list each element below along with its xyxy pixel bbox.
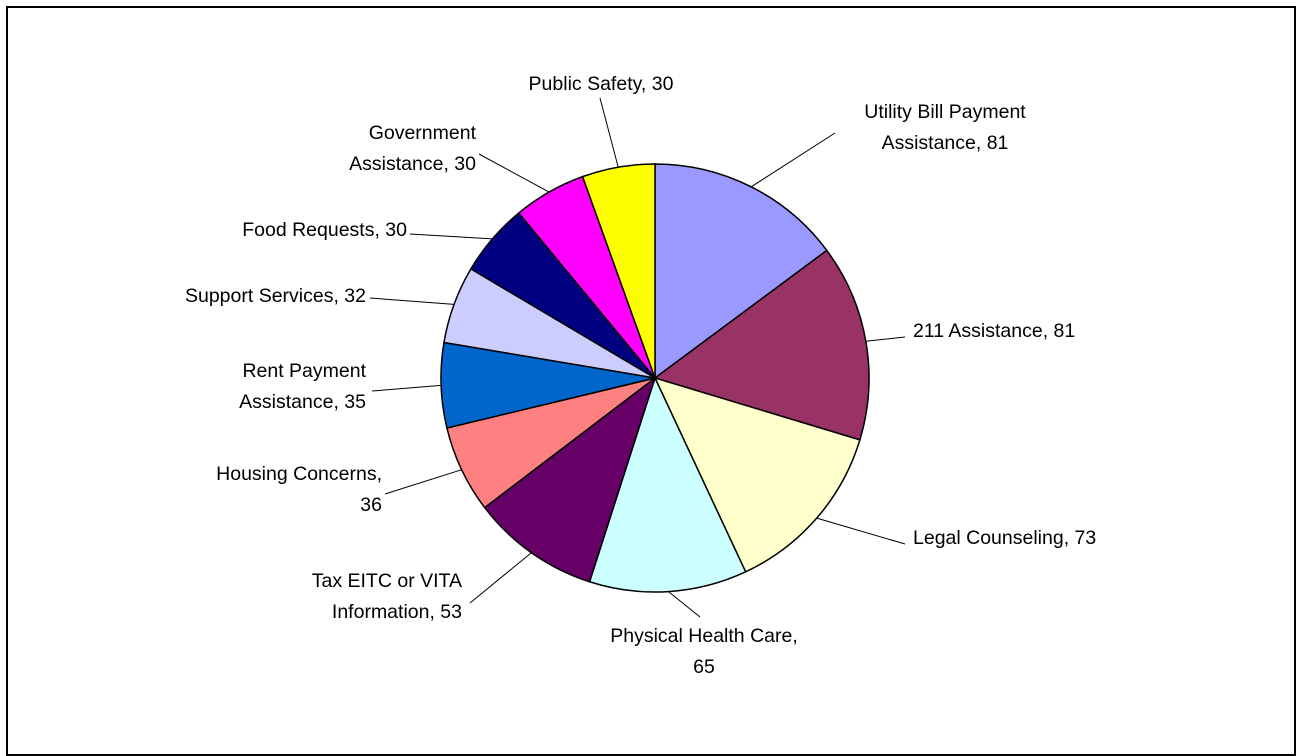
- leader-line-4: [668, 591, 701, 618]
- slice-label-line: Assistance, 30: [349, 153, 476, 175]
- leader-line-8: [369, 297, 455, 305]
- slice-label-5: Tax EITC or VITA Information, 53: [312, 570, 462, 623]
- slice-label-line: Physical Health Care,: [610, 625, 798, 647]
- slice-label-line: 65: [693, 656, 715, 678]
- slice-label-line: Information, 53: [332, 601, 462, 623]
- leader-line-3: [816, 517, 906, 545]
- pie-slices: [440, 163, 870, 593]
- slice-label-line: Utility Bill Payment: [864, 101, 1026, 123]
- leader-line-6: [384, 469, 462, 495]
- leader-line-2: [865, 336, 906, 342]
- leader-line-10: [478, 153, 550, 193]
- slice-label-line: Legal Counseling, 73: [913, 527, 1096, 549]
- slice-label-line: Government: [369, 122, 477, 144]
- slice-label-4: Physical Health Care, 65: [610, 625, 798, 678]
- slice-label-7: Rent Payment Assistance, 35: [239, 360, 366, 413]
- slice-labels: Utility Bill Payment Assistance, 81 211 As…: [185, 73, 1096, 678]
- leader-line-1: [750, 132, 836, 188]
- slice-label-line: Rent Payment: [242, 360, 366, 382]
- slice-label-10: Government Assistance, 30: [349, 122, 476, 175]
- leader-lines: [369, 97, 906, 618]
- pie-slice-5: [483, 375, 657, 583]
- pie-slice-3: [653, 376, 861, 573]
- slice-label-1: Utility Bill Payment Assistance, 81: [864, 101, 1026, 154]
- slice-label-line: Assistance, 81: [882, 132, 1009, 154]
- slice-label-11: Public Safety, 30: [529, 73, 674, 95]
- slice-label-line: Tax EITC or VITA: [312, 570, 462, 592]
- pie-slice-11: [581, 163, 656, 379]
- pie-slice-1: [654, 163, 828, 380]
- slice-label-line: Food Requests, 30: [242, 219, 407, 241]
- slice-label-line: 36: [360, 494, 382, 516]
- slice-label-line: Housing Concerns,: [216, 463, 382, 485]
- slice-label-line: 211 Assistance, 81: [913, 320, 1075, 342]
- slice-label-3: Legal Counseling, 73: [913, 527, 1096, 549]
- slice-label-line: Support Services, 32: [185, 285, 366, 307]
- slice-label-line: Public Safety, 30: [529, 73, 674, 95]
- leader-line-5: [469, 552, 532, 604]
- slice-label-line: Assistance, 35: [239, 391, 366, 413]
- slice-label-2: 211 Assistance, 81: [913, 320, 1075, 342]
- slice-label-9: Food Requests, 30: [242, 219, 407, 241]
- pie-slice-2: [653, 249, 870, 441]
- leader-line-7: [371, 384, 442, 392]
- leader-line-9: [409, 233, 493, 240]
- slice-label-8: Support Services, 32: [185, 285, 366, 307]
- leader-line-11: [599, 97, 619, 168]
- slice-label-6: Housing Concerns, 36: [216, 463, 382, 516]
